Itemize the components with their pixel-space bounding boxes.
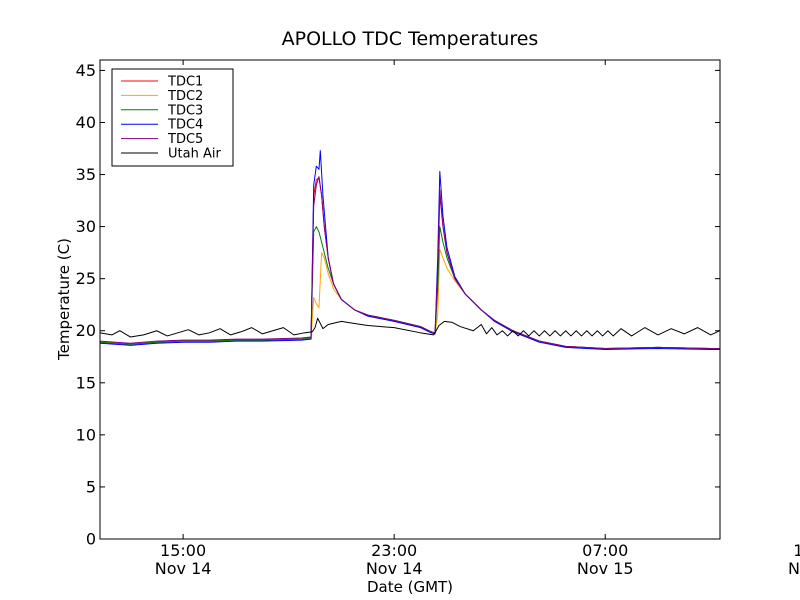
y-tick-label: 40 <box>76 113 96 132</box>
series-line-5 <box>100 317 720 338</box>
legend-frame <box>111 68 234 167</box>
series-line-4 <box>100 176 720 349</box>
y-axis-label: Temperature (C) <box>55 238 73 361</box>
legend-label: TDC3 <box>167 103 203 118</box>
series-line-1 <box>100 249 720 349</box>
x-tick-label-time: 07:00 <box>582 541 628 560</box>
series-line-3 <box>100 150 720 350</box>
y-tick-label: 5 <box>86 477 96 496</box>
y-tick-label: 35 <box>76 165 96 184</box>
legend-label: TDC1 <box>167 75 203 90</box>
y-tick-label: 25 <box>76 269 96 288</box>
x-tick-label-date: Nov 14 <box>155 559 212 578</box>
x-tick-label-time: 23:00 <box>371 541 417 560</box>
x-tick-label-time: 15:00 <box>793 541 800 560</box>
chart-title: APOLLO TDC Temperatures <box>282 28 539 50</box>
y-tick-label: 0 <box>86 530 96 549</box>
x-tick-label-date: Nov 15 <box>577 559 634 578</box>
series-layer <box>100 150 720 350</box>
x-axis-label: Date (GMT) <box>367 578 453 596</box>
y-tick-label: 15 <box>76 373 96 392</box>
x-tick-label-date: Nov 14 <box>366 559 423 578</box>
legend-label: TDC5 <box>167 132 203 147</box>
legend-label: TDC2 <box>167 89 203 104</box>
y-tick-label: 10 <box>76 425 96 444</box>
legend-label: TDC4 <box>167 118 203 133</box>
legend-label: Utah Air <box>168 147 221 162</box>
y-tick-label: 20 <box>76 321 96 340</box>
plot-frame <box>99 59 721 540</box>
x-tick-label-date: Nov 15 <box>788 559 800 578</box>
x-tick-label-time: 15:00 <box>160 541 206 560</box>
y-tick-label: 30 <box>76 217 96 236</box>
y-tick-label: 45 <box>76 61 96 80</box>
